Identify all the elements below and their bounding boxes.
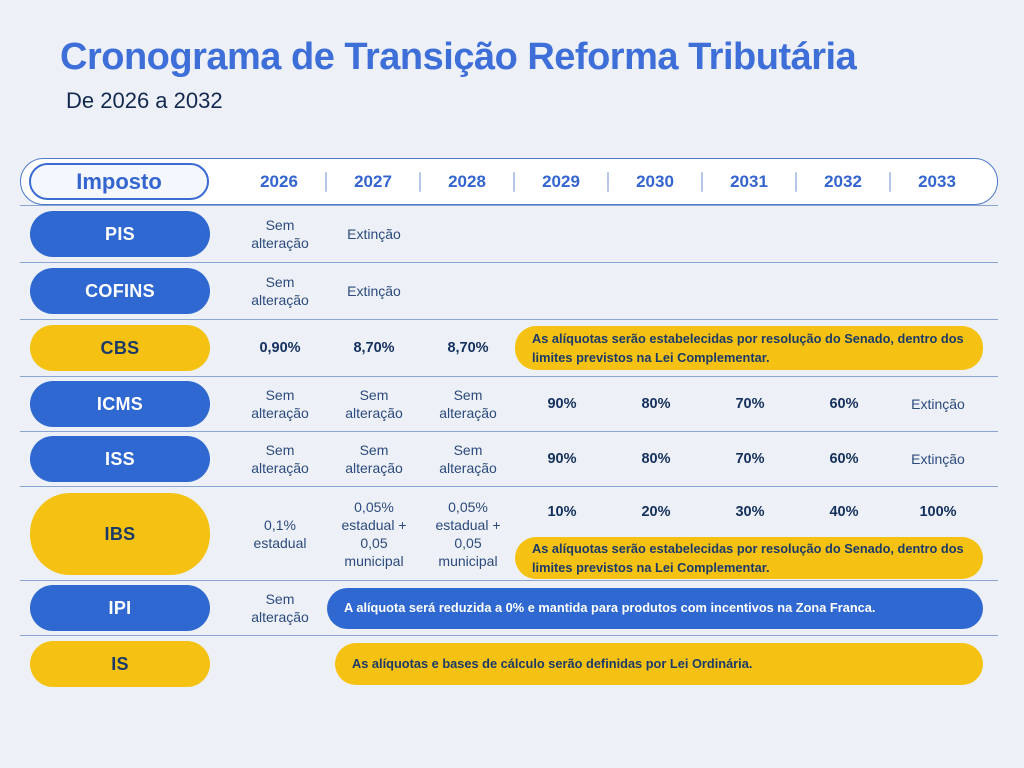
year-header-2027: 2027 <box>326 172 420 192</box>
tax-pill-iss: ISS <box>30 436 210 482</box>
transition-table: Imposto 2026 2027 2028 2029 2030 2031 20… <box>20 158 998 692</box>
cell-ibs-2032: 40% <box>829 503 859 520</box>
ibs-note-banner: As alíquotas serão estabelecidas por res… <box>515 537 983 579</box>
tax-pill-ipi: IPI <box>30 585 210 631</box>
cell-icms-2032: 60% <box>829 395 859 412</box>
imposto-header-pill: Imposto <box>29 163 209 200</box>
cell-iss-2029: 90% <box>547 450 577 467</box>
cell-icms-2027: Sem alteração <box>345 386 403 421</box>
year-header-2032: 2032 <box>796 172 890 192</box>
cbs-note-banner: As alíquotas serão estabelecidas por res… <box>515 326 983 370</box>
ipi-note-banner: A alíquota será reduzida a 0% e mantida … <box>327 587 983 629</box>
cell-pis-2026: Sem alteração <box>251 216 309 251</box>
year-header-2033: 2033 <box>918 171 956 191</box>
cell-ibs-2026: 0,1% estadual <box>253 516 307 551</box>
tax-pill-ibs: IBS <box>30 493 210 575</box>
is-note-banner: As alíquotas e bases de cálculo serão de… <box>335 643 983 685</box>
table-header-row: Imposto 2026 2027 2028 2029 2030 2031 20… <box>20 158 998 205</box>
table-row-pis: PIS Sem alteração Extinção <box>20 205 998 262</box>
cell-ibs-2028: 0,05% estadual + 0,05 municipal <box>435 498 501 570</box>
tax-pill-cbs: CBS <box>30 325 210 371</box>
table-row-is: IS As alíquotas e bases de cálculo serão… <box>20 635 998 692</box>
cell-ibs-2031: 30% <box>735 503 765 520</box>
table-row-cofins: COFINS Sem alteração Extinção <box>20 262 998 319</box>
cell-ibs-2029: 10% <box>547 503 577 520</box>
table-row-ipi: IPI Sem alteração A alíquota será reduzi… <box>20 580 998 635</box>
cell-cofins-2026: Sem alteração <box>251 273 309 308</box>
year-header-2031: 2031 <box>702 172 796 192</box>
year-header-2026: 2026 <box>232 172 326 192</box>
imposto-header-cell: Imposto <box>21 163 232 200</box>
page-title: Cronograma de Transição Reforma Tributár… <box>60 36 857 78</box>
cell-icms-2029: 90% <box>547 395 577 412</box>
cell-ibs-2033: 100% <box>919 503 957 520</box>
table-row-iss: ISS Sem alteração Sem alteração Sem alte… <box>20 431 998 486</box>
table-row-icms: ICMS Sem alteração Sem alteração Sem alt… <box>20 376 998 431</box>
cell-icms-2028: Sem alteração <box>439 386 497 421</box>
cell-ibs-2027: 0,05% estadual + 0,05 municipal <box>341 498 407 570</box>
year-header-2028: 2028 <box>420 172 514 192</box>
cell-iss-2026: Sem alteração <box>251 441 309 476</box>
cell-icms-2031: 70% <box>735 395 765 412</box>
cell-iss-2027: Sem alteração <box>345 441 403 476</box>
tax-pill-cofins: COFINS <box>30 268 210 314</box>
year-header-2030: 2030 <box>608 172 702 192</box>
tax-pill-is: IS <box>30 641 210 687</box>
year-header-2029: 2029 <box>514 172 608 192</box>
cell-icms-2033: Extinção <box>911 395 965 412</box>
page-subtitle: De 2026 a 2032 <box>66 88 223 113</box>
tax-pill-pis: PIS <box>30 211 210 257</box>
cell-ibs-2030: 20% <box>641 503 671 520</box>
cell-iss-2032: 60% <box>829 450 859 467</box>
cell-cbs-2028: 8,70% <box>447 339 489 356</box>
cell-iss-2028: Sem alteração <box>439 441 497 476</box>
cell-icms-2026: Sem alteração <box>251 386 309 421</box>
table-row-ibs: IBS 0,1% estadual 0,05% estadual + 0,05 … <box>20 486 998 580</box>
cell-icms-2030: 80% <box>641 395 671 412</box>
table-row-cbs: CBS 0,90% 8,70% 8,70% As alíquotas serão… <box>20 319 998 376</box>
cell-cofins-2027: Extinção <box>347 282 401 299</box>
cell-iss-2030: 80% <box>641 450 671 467</box>
cell-iss-2033: Extinção <box>911 450 965 467</box>
cell-ipi-2026: Sem alteração <box>251 590 309 625</box>
cell-pis-2027: Extinção <box>347 225 401 242</box>
cell-iss-2031: 70% <box>735 450 765 467</box>
tax-pill-icms: ICMS <box>30 381 210 427</box>
cell-cbs-2026: 0,90% <box>259 339 301 356</box>
cell-cbs-2027: 8,70% <box>353 339 395 356</box>
